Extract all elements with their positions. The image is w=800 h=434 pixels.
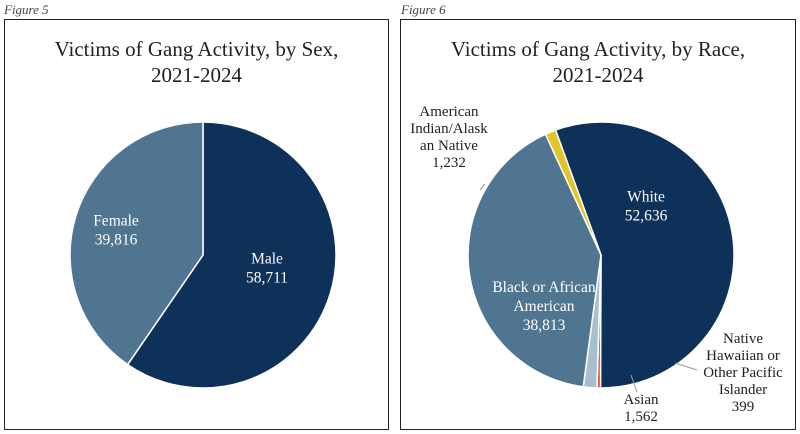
slice-category-label: Female (93, 213, 139, 230)
american-indian-label-line: Indian/Alask (410, 121, 488, 137)
native-hawaiian-value: 399 (731, 399, 755, 415)
slice-value-label: 52,636 (625, 208, 668, 225)
leader-line (674, 362, 698, 371)
asian-value: 1,562 (624, 409, 658, 425)
sex-chart-title-line-2: 2021-2024 (151, 63, 242, 87)
figure-6-label: Figure 6 (401, 2, 446, 17)
pie-slice-white (554, 121, 735, 389)
american-indian-label: American Indian/Alask an Native 1,232 (405, 104, 493, 172)
pie-slice-american-indian-alask-an-native (544, 129, 602, 256)
slice-category-label: White (627, 189, 665, 206)
slice-value-label: 38,813 (523, 317, 566, 334)
slice-category-label: Black or African (492, 279, 596, 296)
american-indian-value: 1,232 (432, 155, 466, 171)
native-hawaiian-label-line: Other Pacific (703, 365, 783, 381)
race-chart-panel: Victims of Gang Activity, by Race, 2021-… (400, 19, 796, 430)
race-chart-title-line-1: Victims of Gang Activity, by Race, (450, 37, 746, 61)
slice-value-label: 39,816 (95, 232, 138, 249)
pie-slice-male (126, 121, 337, 389)
slice-category-label: Male (251, 251, 283, 268)
sex-pie-chart: Male 58,711 Female 39,816 (69, 121, 337, 389)
native-hawaiian-label: Native Hawaiian or Other Pacific Islande… (691, 331, 795, 416)
asian-label-line: Asian (623, 392, 659, 408)
slice-category-label: American (513, 298, 574, 315)
native-hawaiian-label-line: Hawaiian or (706, 348, 780, 364)
sex-chart-title-line-1: Victims of Gang Activity, by Sex, (54, 37, 339, 61)
slice-value-label: 58,711 (246, 270, 288, 287)
race-chart-title-line-2: 2021-2024 (552, 63, 644, 87)
pie-slice-black-or-african-american (467, 133, 602, 388)
pie-slice-female (69, 121, 204, 366)
sex-chart-panel: Victims of Gang Activity, by Sex, 2021-2… (4, 19, 389, 430)
american-indian-label-line: American (419, 104, 479, 120)
american-indian-label-line: an Native (420, 138, 478, 154)
leader-line (479, 183, 486, 191)
native-hawaiian-label-line: Native (723, 331, 763, 347)
race-pie-chart: White 52,636 Black or African American 38,81… (467, 121, 735, 393)
asian-label: Asian 1,562 (611, 392, 671, 426)
leader-line (630, 374, 638, 393)
native-hawaiian-label-line: Islander (718, 382, 768, 398)
figure-5-label: Figure 5 (4, 2, 49, 17)
sex-chart-title: Victims of Gang Activity, by Sex, 2021-2… (5, 36, 388, 88)
race-chart-title: Victims of Gang Activity, by Race, 2021-… (401, 36, 795, 88)
